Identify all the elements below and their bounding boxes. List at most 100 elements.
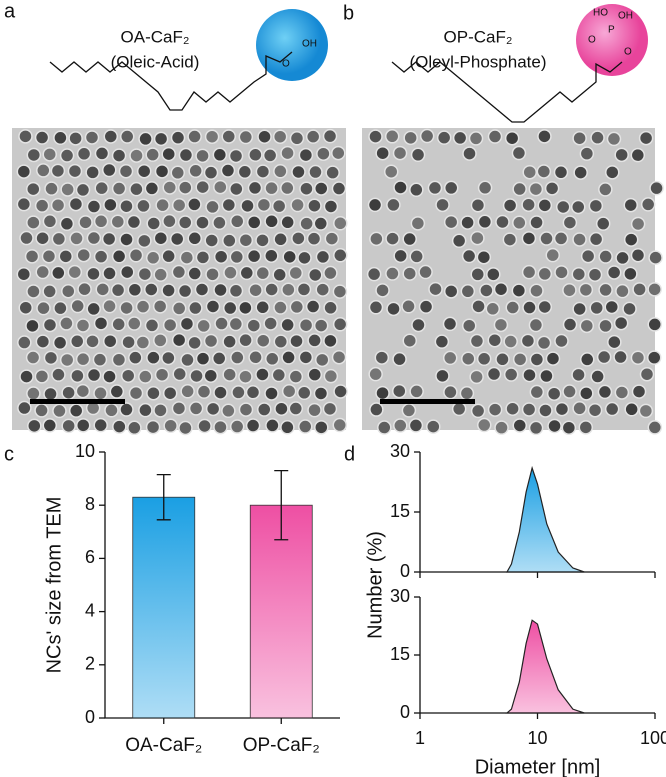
nanocrystal [596, 349, 612, 365]
nanocrystal [307, 367, 323, 382]
nanocrystal [264, 180, 279, 196]
nanocrystal [155, 197, 170, 213]
nanocrystal [36, 300, 51, 316]
nanocrystal [146, 385, 161, 401]
nanocrystal [598, 249, 613, 264]
nanocrystal [614, 147, 629, 163]
nanocrystal [78, 215, 93, 230]
nanocrystal [126, 214, 142, 230]
nanocrystal [436, 130, 452, 145]
nanocrystal [204, 129, 220, 144]
nanocrystal [296, 385, 312, 401]
nanocrystal [212, 215, 227, 231]
nanocrystal [562, 317, 578, 332]
nanocrystal [280, 420, 295, 435]
nanocrystal [298, 419, 313, 434]
nanocrystal [103, 197, 118, 213]
nanocrystal [42, 317, 58, 333]
nanocrystal [162, 180, 177, 195]
nanocrystal [461, 318, 477, 333]
nanocrystal [58, 249, 74, 264]
nanocrystal [486, 267, 501, 282]
nanocrystal [579, 386, 594, 401]
nanocrystal [392, 351, 407, 367]
nanocrystal [647, 317, 662, 332]
atom: O [282, 59, 290, 70]
nanocrystal [162, 385, 178, 401]
nanocrystal [67, 163, 83, 179]
nanocrystal [479, 283, 494, 298]
nanocrystal [623, 232, 639, 247]
nanocrystal [171, 197, 187, 213]
nanocrystal [121, 334, 136, 350]
nanocrystal [368, 366, 383, 382]
nanocrystal [86, 199, 102, 214]
nanocrystal [419, 128, 435, 144]
nanocrystal [119, 264, 135, 280]
nanocrystal [305, 299, 321, 314]
nanocrystal [272, 129, 288, 144]
nanocrystal [177, 283, 193, 299]
nanocrystal [461, 351, 476, 366]
nanocrystal [273, 334, 289, 349]
nanocrystal [323, 199, 339, 214]
nanocrystal [93, 249, 109, 264]
nanocrystal [647, 350, 662, 365]
nanocrystal [366, 266, 382, 282]
nanocrystal [127, 316, 142, 331]
nanocrystal [34, 198, 50, 213]
y-tick-label: 4 [85, 600, 95, 620]
y-tick-label: 15 [390, 501, 410, 521]
nanocrystal [545, 247, 561, 263]
nanocrystal [468, 131, 484, 146]
nanocrystal [138, 402, 153, 418]
nanocrystal [459, 386, 475, 401]
nanocrystal [118, 163, 134, 179]
nanocrystal [485, 301, 501, 317]
nanocrystal [486, 366, 502, 382]
nanocrystal [238, 369, 253, 384]
nanocrystal [503, 367, 519, 382]
distribution [505, 619, 585, 714]
nanocrystal [426, 419, 441, 434]
nanocrystal [469, 369, 484, 385]
nanocrystal [86, 230, 102, 246]
nanocrystal [75, 418, 91, 433]
nanocrystal [119, 402, 134, 417]
nanocrystal [70, 368, 85, 384]
nanocrystal [536, 335, 552, 351]
nanocrystal [403, 130, 418, 146]
nanocrystal [145, 147, 160, 162]
nanocrystal [529, 352, 545, 367]
nanocrystal [119, 232, 134, 247]
nanocrystal [528, 317, 544, 333]
nanocrystal [137, 266, 153, 282]
nanocrystal [451, 401, 467, 417]
nanocrystal [470, 197, 486, 213]
nanocrystal [521, 197, 536, 212]
nanocrystal [460, 215, 475, 230]
nanocrystal [411, 317, 426, 333]
nanocrystal [171, 301, 187, 316]
nanocrystal [264, 214, 279, 229]
nanocrystal [587, 267, 603, 282]
nanocrystal [369, 231, 384, 247]
nanocrystal [544, 181, 560, 196]
nanocrystal [248, 147, 263, 163]
nanocrystal [298, 350, 314, 365]
nanocrystal [477, 180, 493, 196]
nanocrystal [196, 384, 212, 399]
nanocrystal [188, 300, 203, 316]
nanocrystal [102, 369, 117, 384]
nanocrystal [647, 420, 663, 435]
nanocrystal [153, 230, 169, 246]
nanocrystal [443, 214, 459, 230]
nanocrystal [590, 130, 605, 145]
nanocrystal [325, 165, 340, 180]
nanocrystal [393, 180, 408, 195]
nanocrystal [194, 282, 210, 297]
nanocrystal [177, 215, 193, 230]
nanocrystal [25, 350, 41, 365]
nanocrystal [179, 250, 195, 265]
nanocrystal [223, 265, 238, 280]
